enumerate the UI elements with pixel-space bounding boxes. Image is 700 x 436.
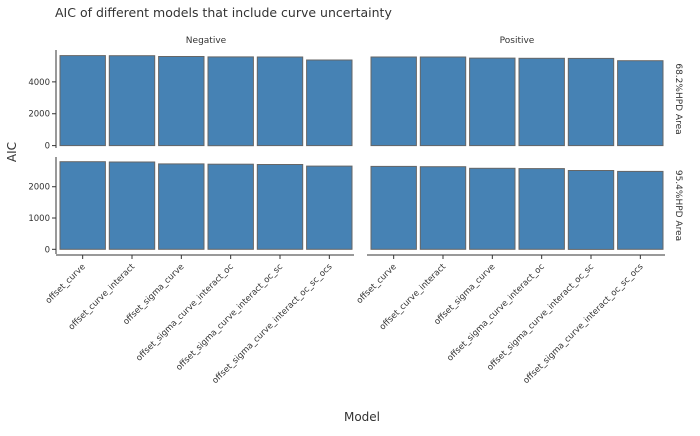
x-tick-label: offset_sigma_curve_interact_oc [445,262,547,364]
facet-row-label: 95.4%HPD Area [673,170,683,241]
y-tick-label: 1000 [28,214,50,224]
bar [567,170,615,250]
facet-label-negative: Negative [186,36,227,46]
bar [518,57,565,147]
bar [370,56,417,147]
bar [256,164,304,250]
bar [306,165,353,250]
bar [256,56,304,147]
bar [207,163,254,250]
bar [419,56,467,147]
x-tick-label: offset_curve [355,262,399,306]
bar [59,161,106,250]
bar [108,55,156,147]
bar [617,60,664,147]
y-tick-label: 2000 [28,183,50,193]
x-axis-title: Model [344,410,380,424]
y-tick-label: 4000 [28,78,50,88]
y-tick-label: 2000 [28,110,50,120]
bar [306,59,353,147]
bar [59,55,106,147]
y-tick-label: 0 [45,245,50,255]
bar [419,166,467,250]
x-tick-label: offset_sigma_curve_interact_oc_sc [485,262,596,373]
bar [469,167,516,250]
bar [207,56,254,147]
bar [108,161,156,250]
y-axis-title: AIC [5,142,19,162]
bar [469,57,516,147]
bar [370,165,417,250]
y-tick-label: 0 [45,142,50,152]
x-tick-label: offset_curve [44,262,88,306]
chart-title: AIC of different models that include cur… [55,5,392,20]
bar [567,57,615,147]
x-tick-label: offset_sigma_curve_interact_oc_sc [174,262,285,373]
bar [158,56,205,147]
bar [158,163,205,250]
facet-label-positive: Positive [500,36,535,46]
facet-panels: Negative Positive 68.2%HPD Area 95.4%HPD Ar… [28,36,683,386]
facet-row-label: 68.2%HPD Area [673,63,683,134]
x-tick-label: offset_sigma_curve_interact_oc [134,262,236,364]
bar [617,170,664,250]
bar [518,168,565,250]
